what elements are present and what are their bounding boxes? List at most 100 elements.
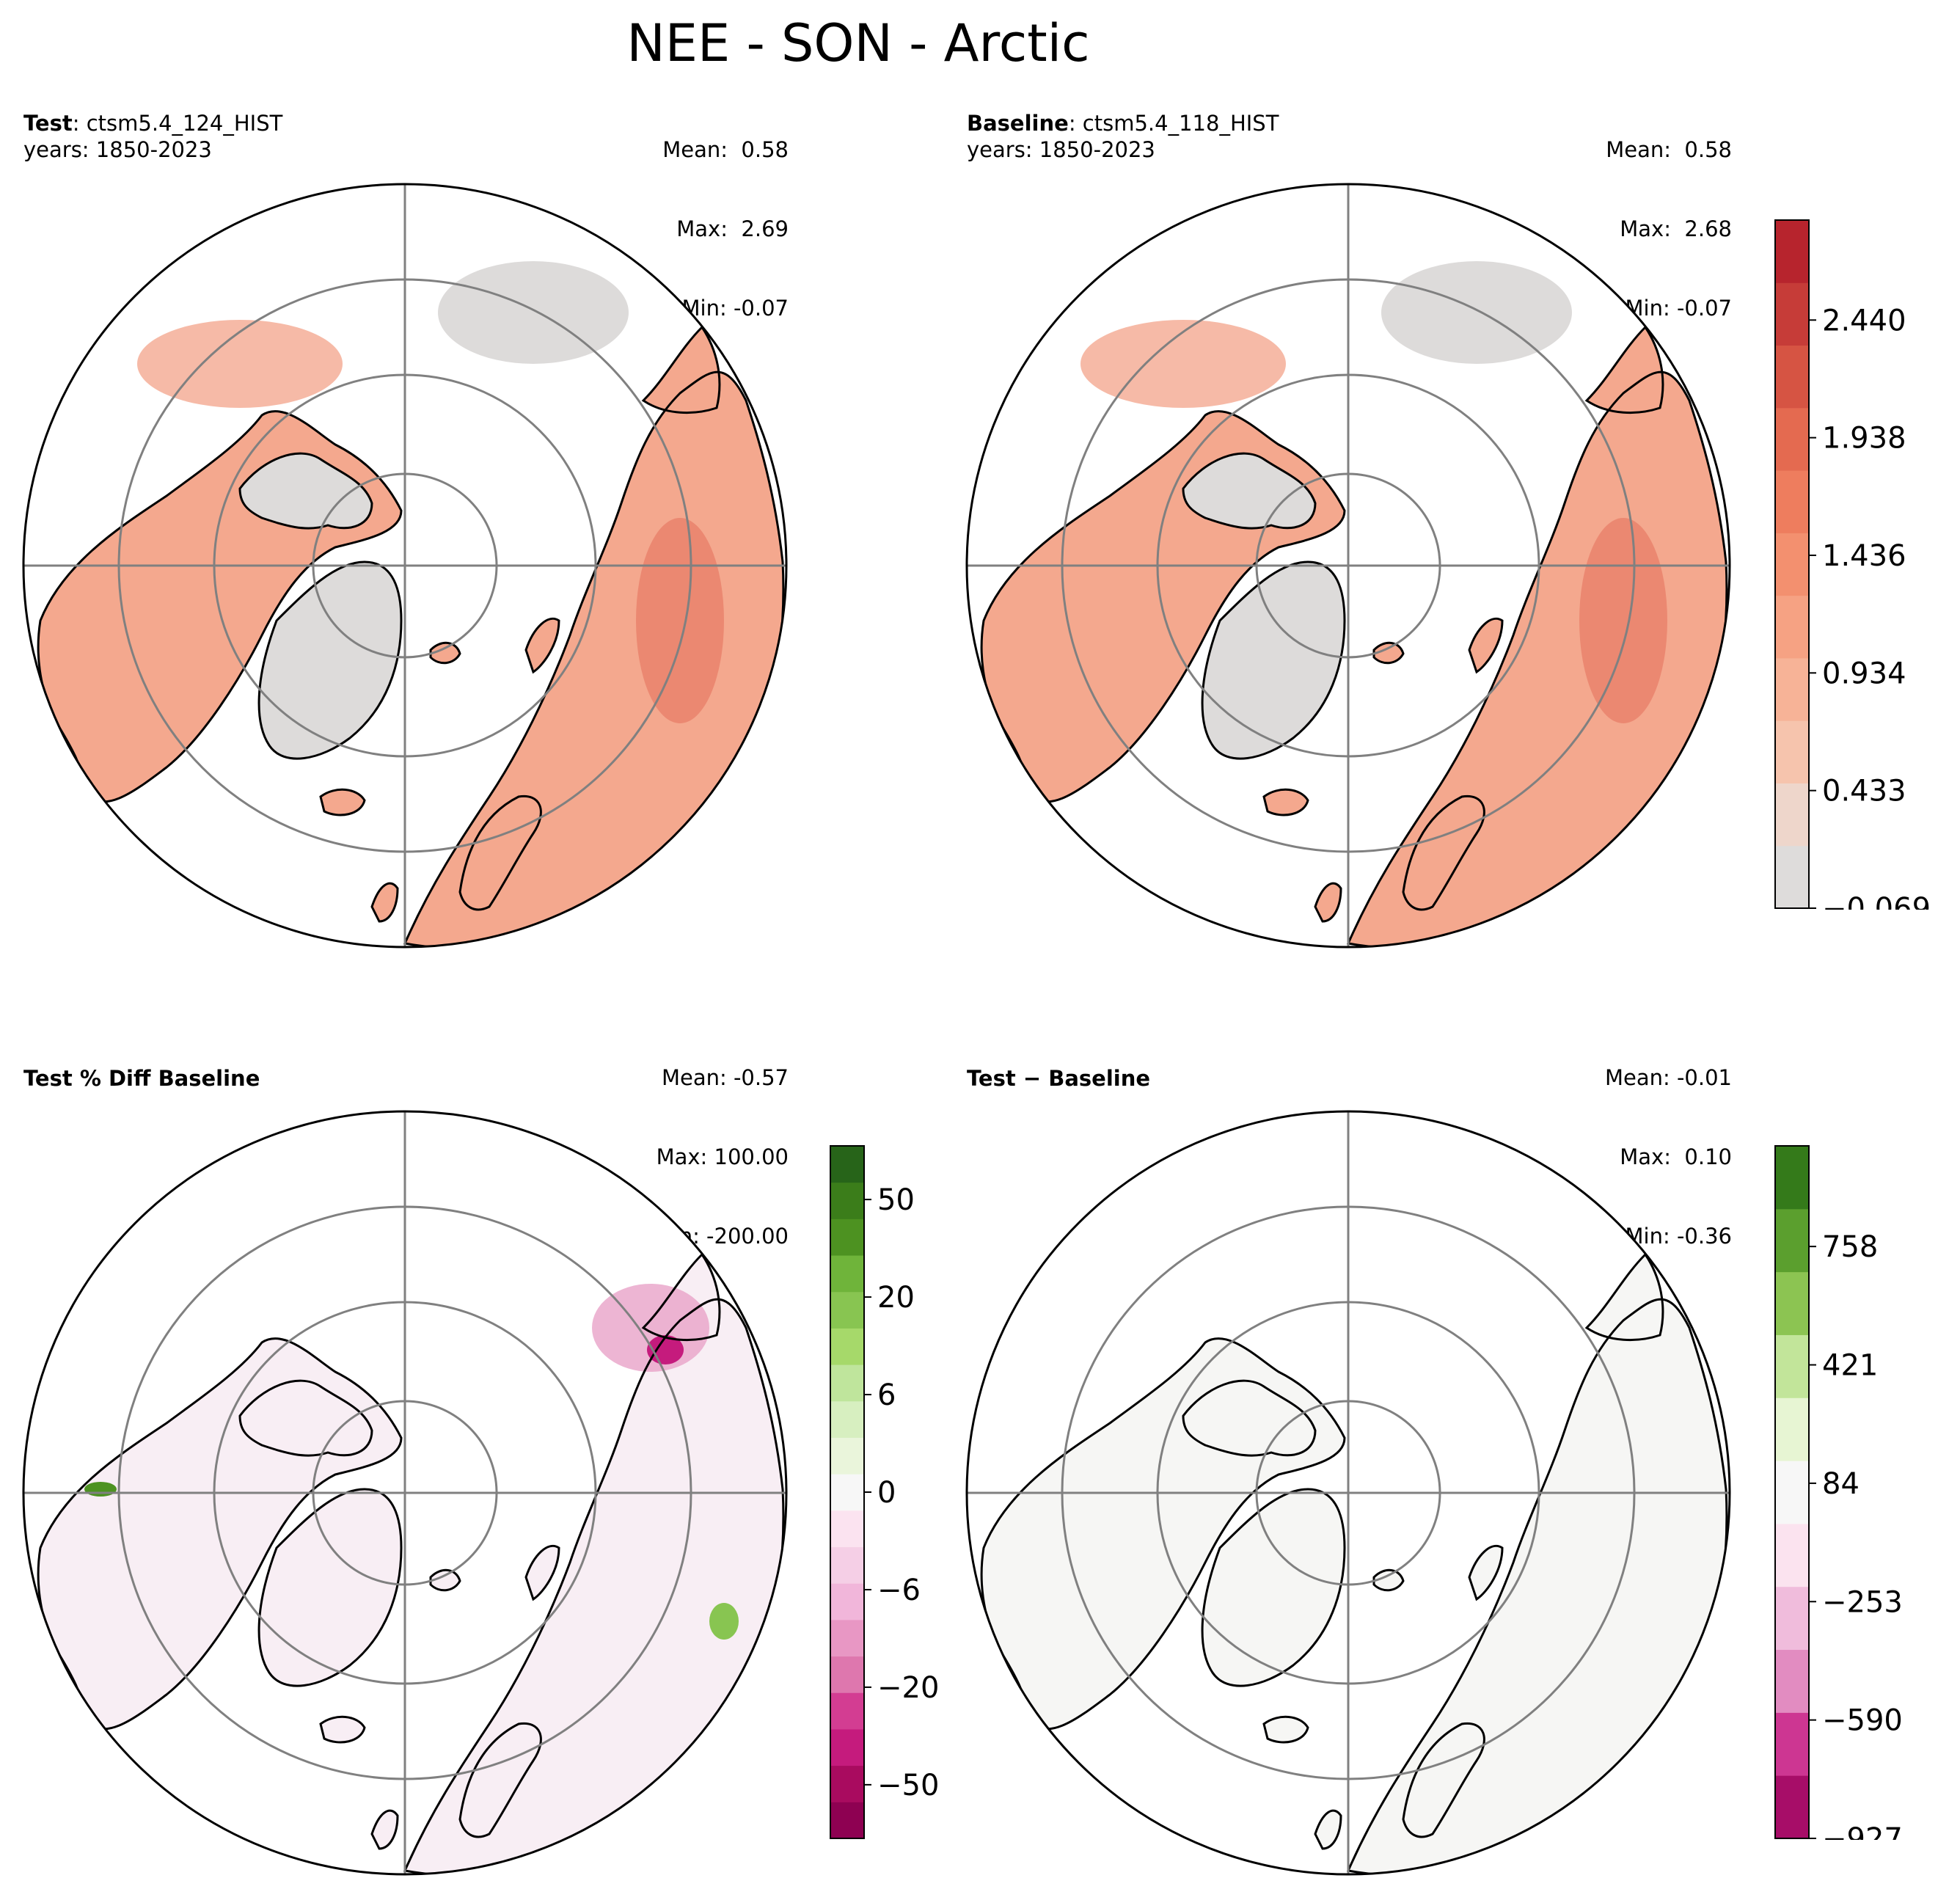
coastline-8 xyxy=(641,1252,721,1341)
colorbar-segment-2 xyxy=(1775,1649,1809,1713)
colorbar-segment-4 xyxy=(830,1656,864,1693)
colorbar-segment-2 xyxy=(830,1728,864,1766)
colorbar-tick-label-5: 2.440 xyxy=(1822,304,1906,337)
land-fill-6 xyxy=(526,1546,559,1599)
colorbar-segment-16 xyxy=(830,1218,864,1256)
coastline-1 xyxy=(1182,452,1317,530)
coastline-8 xyxy=(1584,1252,1664,1341)
pctdiff-stats: Mean: -0.57 Max: 100.00 Min: -200.00 xyxy=(557,1012,789,1276)
land-fill-5 xyxy=(1403,796,1485,910)
colorbar-segment-1 xyxy=(1775,1712,1809,1776)
colorbar-segment-7 xyxy=(1775,1334,1809,1398)
colorbar-segment-7 xyxy=(830,1546,864,1584)
colorbar-segment-6 xyxy=(1775,470,1809,533)
map-test xyxy=(22,183,788,949)
colorbar-segment-1 xyxy=(1775,783,1809,847)
coastline-6 xyxy=(524,1545,560,1601)
map-boundary xyxy=(965,183,1731,949)
coastline-6 xyxy=(524,618,560,674)
colorbar-segment-6 xyxy=(1775,1397,1809,1461)
land-fill-1 xyxy=(1183,1381,1315,1456)
diff-stats: Mean: -0.01 Max: 0.10 Min: -0.36 xyxy=(1501,1012,1732,1276)
colorbar-tick-label-4: 1.938 xyxy=(1822,422,1906,456)
colorbar-segment-4 xyxy=(1775,595,1809,659)
colorbar-tick-label-3: 1.436 xyxy=(1822,539,1906,573)
coastline-3 xyxy=(319,1715,366,1744)
colorbar-svg-diff: −927 −590 −253 84 421 758 xyxy=(1774,1145,1903,1856)
baseline-years: years: 1850-2023 xyxy=(967,137,1155,162)
alaska-patch xyxy=(137,320,343,408)
colorbar-segment-8 xyxy=(830,1510,864,1548)
coastline-7 xyxy=(1372,1569,1405,1592)
colorbar-segment-7 xyxy=(1775,407,1809,471)
colorbar-segment-8 xyxy=(1775,345,1809,409)
colorbar-segment-0 xyxy=(1775,1775,1809,1839)
colorbar-segment-9 xyxy=(1775,1208,1809,1273)
land-fill-7 xyxy=(431,1570,460,1590)
baseline-panel-label: Baseline: ctsm5.4_118_HIST years: 1850-2… xyxy=(967,110,1279,163)
colorbar-segment-9 xyxy=(830,1474,864,1511)
coastline-9 xyxy=(370,1809,399,1850)
colorbar-segment-2 xyxy=(1775,720,1809,783)
baseline-label-bold: Baseline xyxy=(967,111,1069,136)
map-boundary xyxy=(965,1110,1731,1876)
colorbar-segment-14 xyxy=(830,1291,864,1329)
colorbar-tick-label-4: 6 xyxy=(877,1378,896,1412)
land-fill-6 xyxy=(1469,618,1502,672)
land-fill-5 xyxy=(460,1723,541,1837)
coastline-7 xyxy=(429,642,461,665)
test-label-rest: : ctsm5.4_124_HIST xyxy=(72,111,283,136)
colorbar-tick-label-2: −6 xyxy=(877,1574,921,1607)
map-content xyxy=(23,1111,786,1874)
map-boundary xyxy=(22,1110,788,1876)
colorbar-tick-label-0: −50 xyxy=(877,1769,939,1802)
map-content xyxy=(967,184,1730,947)
colorbar-segment-6 xyxy=(830,1583,864,1621)
test-panel-label: Test: ctsm5.4_124_HIST years: 1850-2023 xyxy=(23,110,282,163)
diff-label-bold: Test − Baseline xyxy=(967,1066,1151,1091)
coastline-2 xyxy=(257,1488,403,1687)
land-fill-6 xyxy=(526,618,559,672)
colorbar-segment-4 xyxy=(1775,1523,1809,1587)
colorbar-segment-10 xyxy=(830,1437,864,1475)
diff-min: Min: -0.36 xyxy=(1625,1224,1732,1249)
colorbar-segment-1 xyxy=(830,1765,864,1802)
coastline-2 xyxy=(1201,560,1346,760)
coastline-5 xyxy=(1402,1722,1485,1838)
colorbar-outline xyxy=(1774,1145,1810,1839)
baseline-mean: Mean: 0.58 xyxy=(1606,137,1732,162)
colorbar-tick-label-0: −0.069 xyxy=(1822,892,1931,910)
colorbar-tick-label-4: 421 xyxy=(1822,1349,1878,1383)
colorbar-tick-label-1: −20 xyxy=(877,1671,939,1705)
hotspot xyxy=(1579,518,1667,723)
colorbar-svg-absolute: −0.069 0.433 0.934 1.436 1.938 2.440 xyxy=(1774,219,1931,926)
pctdiff-max: Max: 100.00 xyxy=(656,1144,789,1169)
colorbar-tick-label-1: −590 xyxy=(1822,1704,1903,1738)
colorbar-tick-label-5: 20 xyxy=(877,1281,915,1315)
coastline-6 xyxy=(1468,618,1504,674)
colorbar-tick-label-5: 758 xyxy=(1822,1230,1878,1264)
colorbar-segment-10 xyxy=(1775,220,1809,283)
colorbar-segment-10 xyxy=(1775,1146,1809,1210)
pctdiff-label-bold: Test % Diff Baseline xyxy=(23,1066,260,1091)
coastline-3 xyxy=(1262,788,1309,816)
colorbar-segment-17 xyxy=(830,1182,864,1219)
coastline-2 xyxy=(1201,1488,1346,1687)
colorbar-segment-0 xyxy=(830,1802,864,1839)
colorbar-segment-0 xyxy=(1775,845,1809,909)
diff-mean: Mean: -0.01 xyxy=(1604,1065,1732,1090)
archipelago-grey xyxy=(240,453,372,529)
land-fill-3 xyxy=(321,789,365,815)
coastline-6 xyxy=(1468,1545,1504,1601)
colorbar-tick-label-3: 84 xyxy=(1822,1467,1860,1501)
test-years: years: 1850-2023 xyxy=(23,137,212,162)
pctdiff-mean: Mean: -0.57 xyxy=(661,1065,789,1090)
colorbar-segment-3 xyxy=(1775,657,1809,721)
coastline-5 xyxy=(458,794,542,911)
land-fill-4 xyxy=(1348,1299,1727,1874)
alaska-patch xyxy=(1080,320,1286,408)
land-fill-4 xyxy=(405,372,783,947)
colorbar-segment-3 xyxy=(830,1692,864,1730)
colorbar-outline xyxy=(1774,219,1810,909)
coastline-3 xyxy=(1262,1715,1309,1744)
